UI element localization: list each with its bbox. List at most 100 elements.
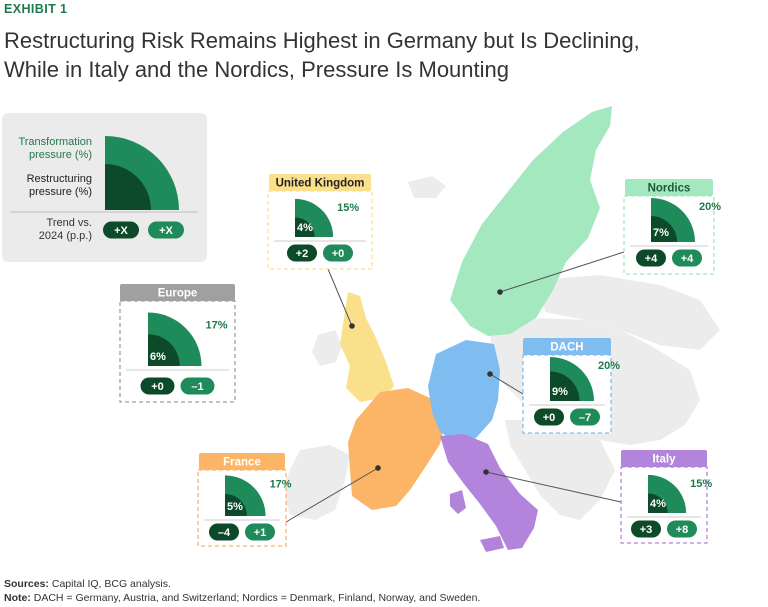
- restructuring-value-united-kingdom: 4%: [297, 222, 313, 234]
- restructuring-arc-united-kingdom: [295, 217, 315, 237]
- trend-transformation-nordics-shape: [672, 249, 702, 267]
- connector-united-kingdom: [327, 268, 353, 327]
- region-label-bg-italy: [621, 450, 707, 467]
- region-panel-europe: Europe 17% 6% +0 –1: [119, 284, 236, 403]
- region-panel-italy: Italy 15% 4% +3 +8: [620, 450, 712, 544]
- restructuring-arc-france: [225, 494, 247, 516]
- transformation-value-dach: 20%: [598, 360, 620, 372]
- map-region-italy: [440, 434, 538, 550]
- connector-dach: [489, 373, 524, 395]
- legend-trend-transformation-shape: [148, 221, 184, 239]
- trend-transformation-italy: +8: [667, 520, 697, 538]
- trend-transformation-france-shape: [245, 523, 275, 541]
- region-panel-france: France 17% 5% –4 +1: [197, 453, 292, 547]
- sources-label: Sources:: [4, 578, 49, 590]
- region-label-bg-nordics: [625, 179, 713, 196]
- chart-title: Restructuring Risk Remains Highest in Ge…: [4, 26, 764, 84]
- transformation-value-italy: 15%: [690, 478, 712, 490]
- trend-transformation-italy-label: +8: [676, 524, 689, 536]
- trend-restructuring-europe-shape: [140, 377, 175, 395]
- sources-text: Capital IQ, BCG analysis.: [51, 578, 171, 590]
- trend-restructuring-france-shape: [209, 523, 239, 541]
- region-panel-dach: DACH 20% 9% +0 –7: [522, 338, 620, 434]
- region-label-dach: DACH: [550, 342, 583, 354]
- trend-restructuring-italy: +3: [631, 520, 661, 538]
- region-label-bg-united-kingdom: [269, 174, 371, 191]
- region-label-europe: Europe: [158, 288, 198, 300]
- trend-restructuring-europe-label: +0: [151, 381, 164, 393]
- transformation-value-nordics: 20%: [699, 201, 721, 213]
- trend-transformation-europe: –1: [180, 377, 215, 395]
- legend-restructuring-arc: [105, 164, 151, 210]
- transformation-value-united-kingdom: 15%: [337, 202, 359, 214]
- map-land-ireland: [312, 330, 342, 366]
- region-label-france: France: [223, 457, 261, 469]
- connector-nordics: [499, 251, 625, 293]
- legend-restructuring-label-2: pressure (%): [29, 186, 92, 198]
- restructuring-value-italy: 4%: [650, 498, 666, 510]
- legend-transformation-label-2: pressure (%): [29, 149, 92, 161]
- trend-restructuring-europe: +0: [140, 377, 175, 395]
- restructuring-value-europe: 6%: [150, 351, 166, 363]
- trend-transformation-united-kingdom: +0: [323, 244, 353, 262]
- trend-transformation-dach: –7: [570, 408, 600, 426]
- trend-restructuring-united-kingdom: +2: [287, 244, 317, 262]
- anchor-dot-italy: [483, 469, 489, 475]
- region-label-bg-europe: [120, 284, 235, 301]
- legend-trend-label-2: 2024 (p.p.): [39, 230, 92, 242]
- anchor-dot-france: [375, 465, 381, 471]
- connector-france: [285, 467, 379, 523]
- note-label: Note:: [4, 592, 31, 604]
- legend-trend-label-1: Trend vs.: [47, 217, 92, 229]
- trend-transformation-italy-shape: [667, 520, 697, 538]
- legend-restructuring-label-1: Restructuring: [27, 173, 92, 185]
- trend-transformation-europe-shape: [180, 377, 215, 395]
- chart-title-line-2: While in Italy and the Nordics, Pressure…: [4, 57, 510, 82]
- trend-restructuring-dach: +0: [534, 408, 564, 426]
- sources-note: Sources: Capital IQ, BCG analysis.: [4, 578, 171, 590]
- map-land-east: [540, 275, 720, 350]
- region-label-bg-dach: [523, 338, 611, 355]
- trend-transformation-dach-shape: [570, 408, 600, 426]
- trend-restructuring-united-kingdom-shape: [287, 244, 317, 262]
- restructuring-arc-europe: [148, 334, 180, 366]
- map-land-iceland: [408, 176, 446, 198]
- legend-transformation-label-1: Transformation: [18, 136, 92, 148]
- trend-transformation-united-kingdom-label: +0: [332, 248, 345, 260]
- legend-trend-restructuring: +X: [103, 221, 139, 239]
- region-label-italy: Italy: [652, 454, 676, 466]
- anchor-dot-united-kingdom: [349, 323, 355, 329]
- restructuring-arc-dach: [550, 371, 580, 401]
- note-text: DACH = Germany, Austria, and Switzerland…: [33, 592, 481, 604]
- trend-transformation-united-kingdom-shape: [323, 244, 353, 262]
- legend-trend-transformation: +X: [148, 221, 184, 239]
- restructuring-value-dach: 9%: [552, 386, 568, 398]
- trend-restructuring-dach-shape: [534, 408, 564, 426]
- region-panel-united-kingdom: United Kingdom 15% 4% +2 +0: [267, 174, 373, 270]
- restructuring-arc-nordics: [651, 215, 678, 242]
- connector-lines: [285, 251, 625, 523]
- region-label-nordics: Nordics: [648, 183, 691, 195]
- restructuring-value-france: 5%: [227, 501, 243, 513]
- connector-italy: [485, 471, 622, 503]
- trend-restructuring-france-label: –4: [218, 527, 231, 539]
- trend-transformation-europe-label: –1: [191, 381, 203, 393]
- map-region-uk: [340, 292, 394, 402]
- region-label-united-kingdom: United Kingdom: [276, 178, 365, 190]
- legend-trend-restructuring-shape: [103, 221, 139, 239]
- trend-transformation-france-label: +1: [254, 527, 267, 539]
- anchor-dot-dach: [487, 371, 493, 377]
- trend-transformation-nordics: +4: [672, 249, 702, 267]
- trend-restructuring-nordics-shape: [636, 249, 666, 267]
- transformation-value-europe: 17%: [205, 320, 227, 332]
- legend-trend-restructuring-label: +X: [114, 225, 128, 237]
- region-panel-nordics: Nordics 20% 7% +4 +4: [623, 179, 721, 275]
- trend-restructuring-united-kingdom-label: +2: [296, 248, 309, 260]
- trend-restructuring-nordics: +4: [636, 249, 666, 267]
- map-region-dach: [428, 340, 500, 442]
- trend-restructuring-france: –4: [209, 523, 239, 541]
- restructuring-arc-italy: [648, 493, 668, 513]
- region-panels: United Kingdom 15% 4% +2 +0 Nordics 20% 7% +4 +4 E…: [119, 174, 721, 547]
